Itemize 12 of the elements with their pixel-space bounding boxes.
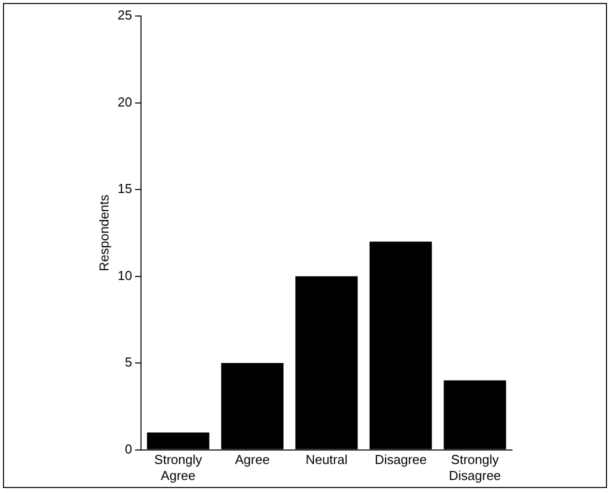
- y-tick-label: 20: [118, 94, 132, 110]
- x-tick-label: Neutral: [306, 452, 348, 468]
- x-tick-label: Disagree: [374, 452, 427, 468]
- y-tick-label: 5: [124, 354, 132, 370]
- y-tick-label: 15: [118, 181, 132, 196]
- y-tick-label: 0: [124, 441, 132, 456]
- x-tick-label: Strongly Disagree: [448, 452, 501, 483]
- y-tick-label: 25: [118, 8, 132, 23]
- y-axis-title: Respondents: [96, 194, 112, 272]
- x-tick-label: Agree: [234, 452, 270, 468]
- y-tick-label: 10: [118, 268, 132, 283]
- x-tick-label: Strongly Agree: [154, 452, 202, 483]
